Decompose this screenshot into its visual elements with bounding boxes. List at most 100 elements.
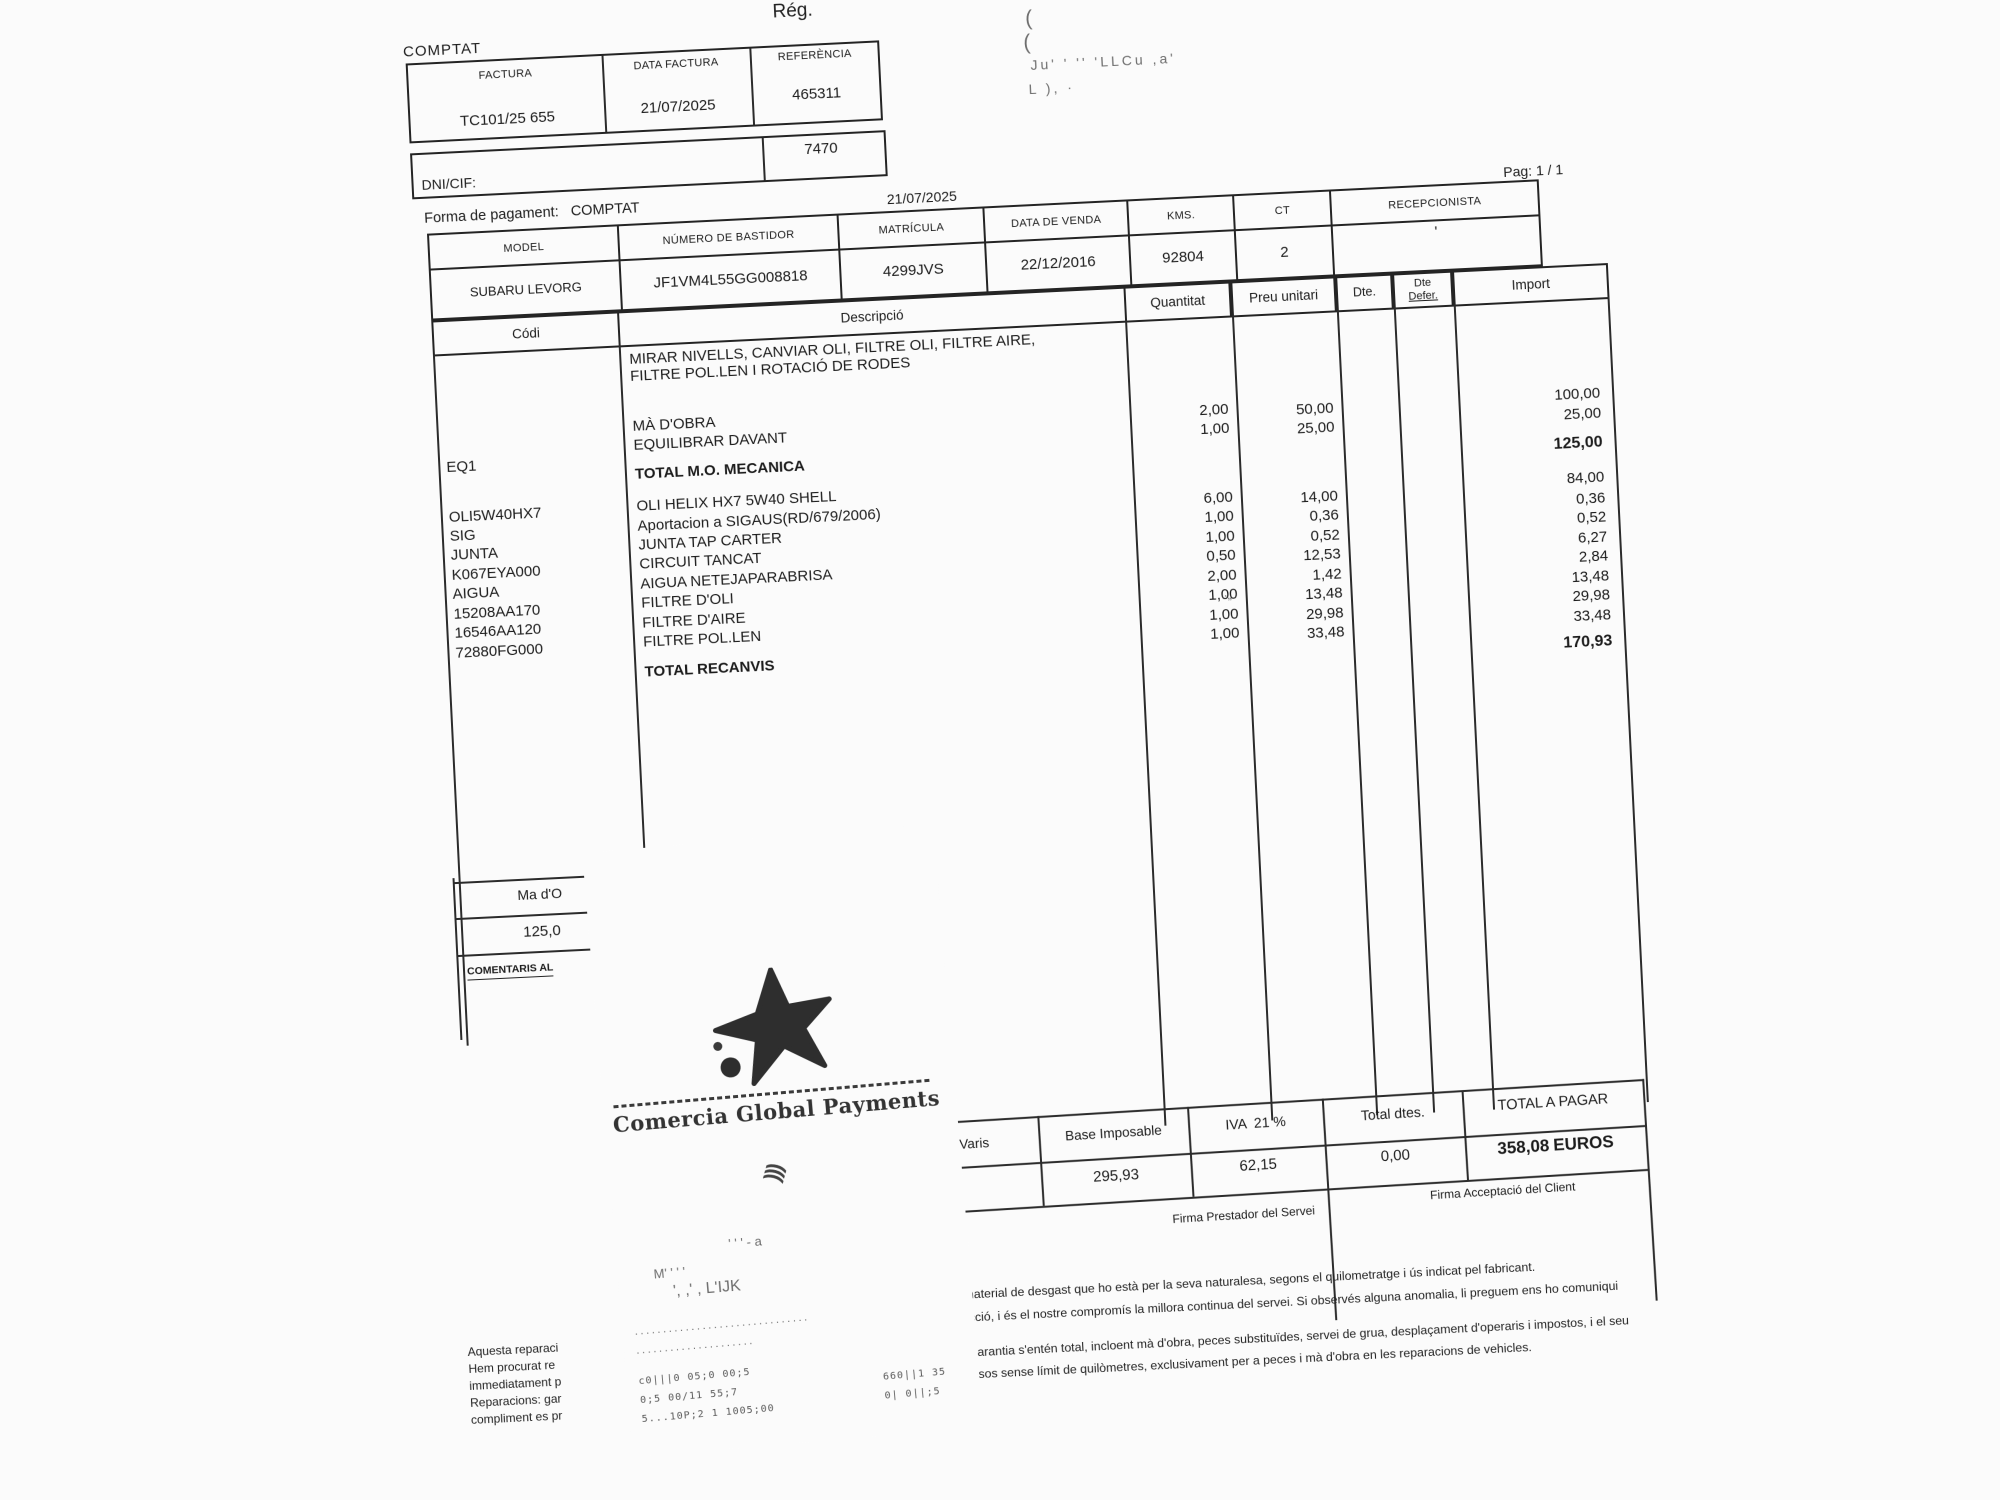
payment-method-top-label: COMPTAT <box>402 39 482 61</box>
invoice-mid-date: 21/07/2025 <box>886 187 958 208</box>
receptionist-value: ' <box>1434 223 1438 241</box>
handwritten-scribble: ( <box>1022 30 1031 55</box>
kms-value: 92804 <box>1129 229 1239 285</box>
payment-method-label: Forma de pagament: COMPTAT <box>424 200 640 227</box>
part-price: 0,52 <box>1310 526 1341 545</box>
dte-column-line <box>1336 310 1379 1116</box>
stray-scan-mark: ·„ <box>1223 587 1232 603</box>
total-dtes-header: Total dtes. <box>1360 1103 1426 1124</box>
codi-header-cell: Códi <box>431 311 621 357</box>
ct-value: 2 <box>1235 224 1336 280</box>
base-imposable-value: 295,93 <box>1092 1166 1140 1186</box>
import-header-cell: Import <box>1452 263 1610 307</box>
fine-print-left-line: compliment es pr <box>470 1408 563 1427</box>
labor-line-label: MÀ D'OBRA <box>632 413 716 435</box>
kms-header: KMS. <box>1128 196 1236 235</box>
dni-cif-label: DNI/CIF: <box>421 174 477 193</box>
plate-value: 4299JVS <box>840 241 989 299</box>
import-header: Import <box>1511 275 1551 293</box>
preu-header-cell: Preu unitari <box>1230 276 1337 318</box>
payment-method-value: COMPTAT <box>570 200 640 220</box>
parts-total-import: 170,93 <box>1562 632 1613 652</box>
part-price: 13,48 <box>1304 584 1344 604</box>
dte-header-cell: Dte. <box>1335 273 1394 313</box>
part-price: 14,00 <box>1299 487 1339 507</box>
labor-import: 25,00 <box>1563 404 1602 424</box>
total-dtes-value: 0,00 <box>1380 1146 1411 1166</box>
fine-print-left-line: Reparacions: gar <box>469 1391 562 1410</box>
part-qty: 1,00 <box>1205 527 1236 547</box>
receipt-faint-line: M' ' ' ' <box>653 1263 686 1282</box>
handwritten-scribble: L ), · <box>1028 78 1076 98</box>
iva-header: IVA 21 % <box>1224 1112 1287 1133</box>
part-price: 0,36 <box>1309 506 1340 525</box>
table-right-border <box>1607 296 1649 1103</box>
labor-total-label: TOTAL M.O. MECANICA <box>634 457 806 483</box>
total-a-pagar-header: TOTAL A PAGAR <box>1497 1091 1609 1114</box>
item-code: 16546AA120 <box>454 620 542 642</box>
labor-total-import: 125,00 <box>1553 433 1603 453</box>
labor-price: 25,00 <box>1296 418 1335 438</box>
model-value: SUBARU LEVORG <box>430 259 623 319</box>
client-number: 7470 <box>803 139 839 159</box>
part-qty: 6,00 <box>1203 488 1234 508</box>
labor-price: 50,00 <box>1295 399 1335 419</box>
part-import: 33,48 <box>1573 606 1612 626</box>
invoice-sheet: Rég. ( ( Ju' ' '' 'LLCu ,a' L ), · COMPT… <box>395 0 1765 1498</box>
part-qty: 1,00 <box>1204 507 1235 527</box>
item-code: JUNTA <box>450 544 499 564</box>
handwritten-scribble: ( <box>1024 6 1033 31</box>
referencia-number: 465311 <box>791 84 842 104</box>
page-number: Pag: 1 / 1 <box>1502 161 1564 181</box>
handwritten-scribble: Ju' ' '' 'LLCu ,a' <box>1030 49 1177 73</box>
vin-value: JF1VM4L55GG008818 <box>620 248 843 310</box>
quantitat-header-cell: Quantitat <box>1123 281 1233 323</box>
base-imposable-header: Base Imposable <box>1064 1122 1163 1144</box>
fine-print-left-line: Aquesta reparaci <box>467 1340 559 1360</box>
item-code: SIG <box>449 526 477 545</box>
fine-print-left-line: Hem procurat re <box>468 1357 556 1376</box>
total-currency: EUROS <box>1552 1131 1615 1155</box>
part-import: 84,00 <box>1566 468 1605 488</box>
dte-header: Dte. <box>1352 284 1377 300</box>
part-qty: 0,50 <box>1206 546 1237 565</box>
part-price: 1,42 <box>1312 565 1343 584</box>
part-qty: 1,00 <box>1208 605 1239 624</box>
parts-total-label: TOTAL RECANVIS <box>644 657 775 681</box>
fine-print-left-line: immediatament p <box>468 1374 562 1393</box>
comentaris-label-fragment: COMENTARIS AL <box>466 961 554 981</box>
labor-qty: 1,00 <box>1199 419 1230 439</box>
referencia-header: REFERÈNCIA <box>777 47 852 64</box>
ct-header: CT <box>1234 191 1333 230</box>
factura-header: FACTURA <box>478 67 533 82</box>
part-price: 33,48 <box>1306 623 1345 643</box>
firma-prestador-label: Firma Prestador del Servei <box>1172 1203 1316 1227</box>
factura-date: 21/07/2025 <box>640 96 716 118</box>
item-code: 72880FG000 <box>455 640 544 662</box>
part-line-label: FILTRE POL.LEN <box>642 627 762 651</box>
dni-cif-box: DNI/CIF: 7470 <box>410 130 888 200</box>
labor-qty: 2,00 <box>1198 400 1229 420</box>
item-code: 15208AA170 <box>453 601 541 623</box>
dte-defer-header-line2: Defer. <box>1408 289 1439 303</box>
part-qty: 1,00 <box>1209 624 1240 643</box>
item-code: EQ1 <box>446 457 477 476</box>
part-line-label: FILTRE D'OLI <box>640 590 735 612</box>
sale-date-value: 22/12/2016 <box>986 234 1133 292</box>
receipt-paper <box>582 823 984 1457</box>
factura-number: TC101/25 655 <box>459 108 556 130</box>
part-qty: 2,00 <box>1207 566 1238 585</box>
dte-defer-column-line <box>1393 307 1436 1113</box>
item-code: AIGUA <box>452 583 500 603</box>
ma-dobra-fragment: Ma d'O <box>517 884 563 904</box>
total-amount: 358,08 <box>1496 1135 1550 1159</box>
reg-handwritten-mark: Rég. <box>772 0 814 23</box>
ma-dobra-value-fragment: 125,0 <box>522 921 562 941</box>
receipt-faint-line: ' ' ' - a <box>727 1233 763 1252</box>
item-code: K067EYA000 <box>451 562 541 584</box>
payment-receipt-slip: Comercia Global Payments ))) ' ' ' - a M… <box>582 823 993 1469</box>
quantitat-header: Quantitat <box>1149 292 1206 311</box>
caixabank-star-logo-icon <box>712 967 832 1087</box>
part-price: 29,98 <box>1305 604 1345 624</box>
dte-defer-header-cell: Dte Defer. <box>1392 270 1454 310</box>
